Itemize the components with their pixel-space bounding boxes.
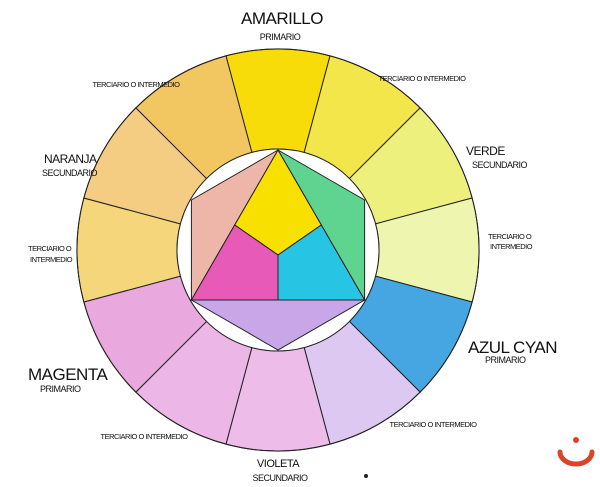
ink-dot [364,474,368,478]
label-magenta: MAGENTA [28,365,108,384]
label-violeta-type: SECUNDARIO [252,473,308,483]
smile-logo-dot [573,437,579,443]
label-naranja: NARANJA [44,152,97,166]
label-tertiary-left-2: INTERMEDIO [30,255,73,264]
outer-circle [76,48,480,452]
label-verde: VERDE [466,144,505,158]
label-violeta: VIOLETA [256,458,300,470]
inner-region-cyan [277,224,366,301]
label-tertiary-right-2: INTERMEDIO [490,242,533,251]
label-azul-cyan: AZUL CYAN [468,338,558,357]
label-verde-type: SECUNDARIO [472,160,528,170]
label-tertiary-top-right: TERCIARIO O INTERMEDIO [378,74,466,83]
label-magenta-type: PRIMARIO [40,384,81,394]
label-tertiary-bottom-right: TERCIARIO O INTERMEDIO [389,420,477,429]
label-amarillo: AMARILLO [241,9,323,28]
label-tertiary-right-1: TERCIARIO O [488,232,532,241]
label-tertiary-bottom-left: TERCIARIO O INTERMEDIO [100,432,188,441]
label-tertiary-top-left: TERCIARIO O INTERMEDIO [92,80,180,89]
label-tertiary-left-1: TERCIARIO O [28,244,72,253]
smile-logo-icon [557,449,595,467]
label-naranja-type: SECUNDARIO [42,168,98,178]
label-azul-cyan-type: PRIMARIO [485,355,526,365]
label-amarillo-type: PRIMARIO [259,32,301,42]
